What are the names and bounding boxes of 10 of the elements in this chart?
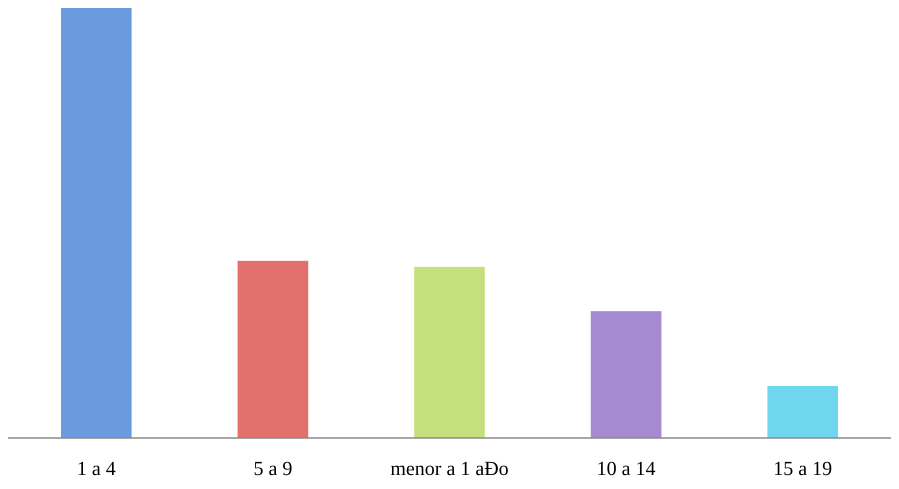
bar	[767, 386, 838, 438]
x-tick-label: 10 a 14	[596, 458, 656, 480]
bar	[590, 311, 662, 438]
bar	[60, 8, 132, 438]
x-tick-label: 1 a 4	[76, 458, 116, 480]
x-tick-label: 5 a 9	[253, 458, 292, 480]
bar	[414, 266, 485, 438]
x-tick-label: menor a 1 aĐo	[390, 458, 509, 480]
bar	[238, 260, 308, 438]
x-tick-label: 15 a 19	[773, 458, 832, 480]
